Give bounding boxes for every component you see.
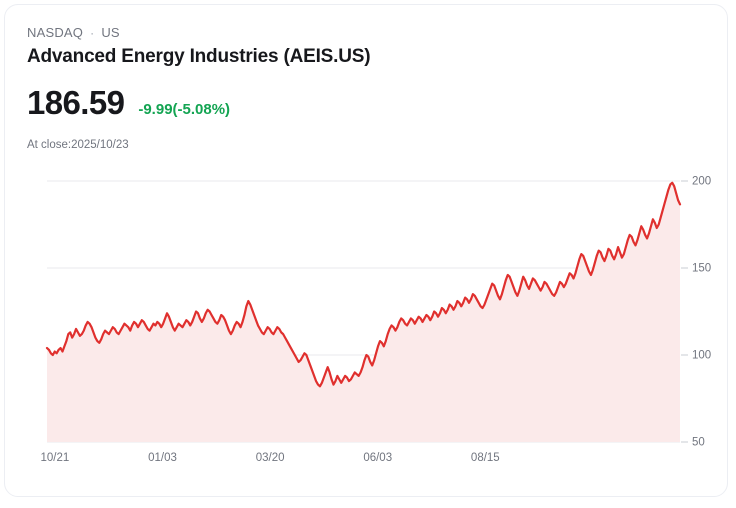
x-axis-label: 03/20 xyxy=(256,452,285,464)
x-axis-label: 01/03 xyxy=(148,452,177,464)
price-area-fill xyxy=(47,182,680,443)
price-line xyxy=(45,181,682,388)
price-chart[interactable]: 200 150 100 50 10/21 01/03 03/20 06/03 08/15 xyxy=(5,165,728,475)
y-axis-label: 150 xyxy=(692,263,711,275)
y-axis-label: 100 xyxy=(692,350,711,362)
page-title: Advanced Energy Industries (AEIS.US) xyxy=(27,46,371,67)
stock-quote-card: NASDAQ · US Advanced Energy Industries (… xyxy=(4,4,728,497)
x-axis-label: 10/21 xyxy=(40,452,69,464)
exchange-label: NASDAQ xyxy=(27,25,84,40)
close-timestamp: At close:2025/10/23 xyxy=(27,139,129,151)
last-price: 186.59 xyxy=(27,84,125,121)
price-change: -9.99(-5.08%) xyxy=(138,101,231,118)
region-label: US xyxy=(101,25,120,40)
exchange-region-line: NASDAQ · US xyxy=(27,25,727,41)
separator-dot: · xyxy=(90,26,95,40)
price-chart-svg[interactable]: 200 150 100 50 10/21 01/03 03/20 06/03 08/15 xyxy=(5,165,728,475)
quote-header: NASDAQ · US Advanced Energy Industries (… xyxy=(5,5,727,153)
y-axis-label: 200 xyxy=(692,176,711,188)
price-row: 186.59 -9.99(-5.08%) xyxy=(27,84,727,122)
x-axis-label: 06/03 xyxy=(363,452,392,464)
y-axis-label: 50 xyxy=(692,437,705,449)
x-axis-label: 08/15 xyxy=(471,452,500,464)
